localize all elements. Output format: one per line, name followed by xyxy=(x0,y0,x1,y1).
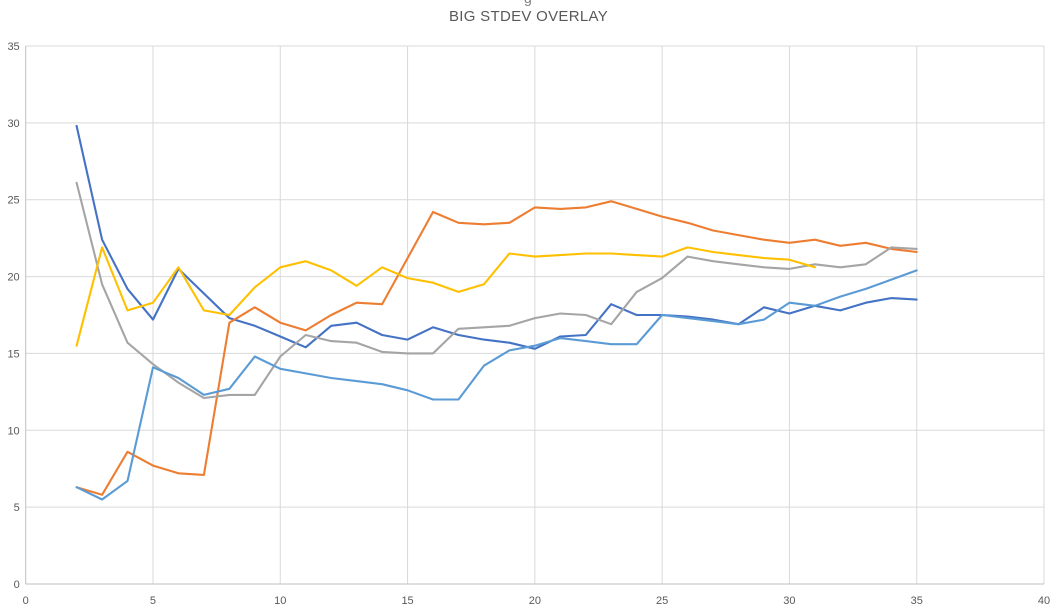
x-axis-tick-label: 40 xyxy=(1038,595,1050,607)
y-axis-tick-label: 30 xyxy=(7,118,19,130)
clipped-text-fragment: g xyxy=(524,0,532,6)
series-line-gold xyxy=(75,246,816,347)
y-axis-tick-label: 5 xyxy=(14,502,20,514)
x-axis-tick-label: 25 xyxy=(656,595,668,607)
x-axis-tick-label: 35 xyxy=(911,595,923,607)
series-line-blue xyxy=(75,124,918,350)
y-axis-tick-label: 20 xyxy=(7,272,19,284)
y-axis-tick-label: 25 xyxy=(7,195,19,207)
x-axis-tick-label: 15 xyxy=(401,595,413,607)
x-axis-tick-label: 5 xyxy=(150,595,156,607)
y-axis-tick-label: 10 xyxy=(7,425,19,437)
series-line-orange xyxy=(75,200,918,496)
x-axis-tick-label: 10 xyxy=(274,595,286,607)
series-line-gray xyxy=(75,181,918,400)
y-axis-tick-label: 0 xyxy=(14,579,20,591)
x-axis-tick-label: 0 xyxy=(23,595,29,607)
x-axis-tick-label: 20 xyxy=(529,595,541,607)
y-axis-tick-label: 35 xyxy=(7,41,19,53)
chart-title: BIG STDEV OVERLAY xyxy=(448,8,609,25)
x-axis-tick-label: 30 xyxy=(783,595,795,607)
series-line-light-blue xyxy=(75,269,918,501)
y-axis-tick-label: 15 xyxy=(7,348,19,360)
